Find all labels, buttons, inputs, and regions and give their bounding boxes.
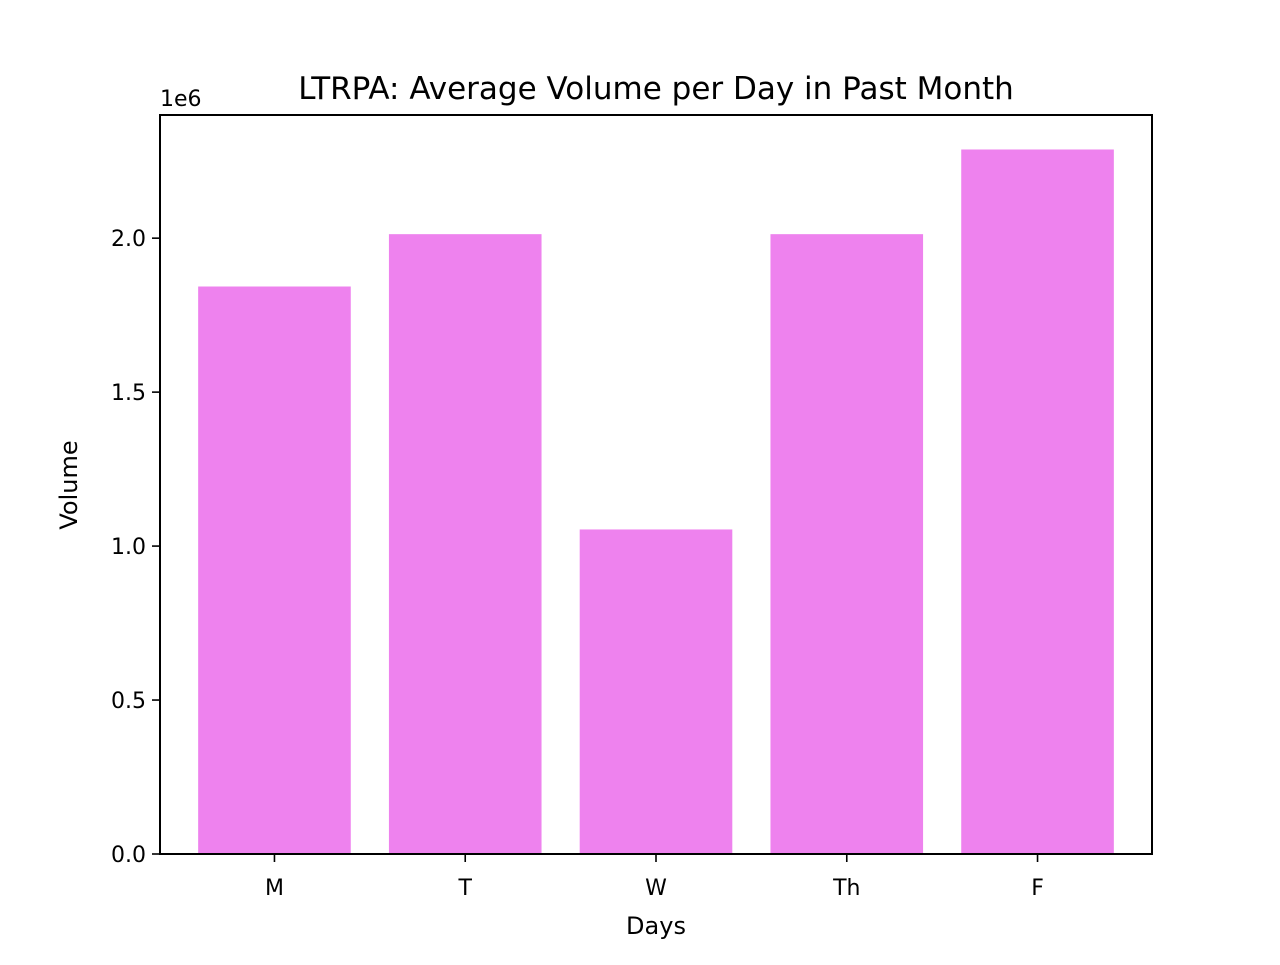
y-tick-label: 2.0 — [111, 227, 146, 252]
x-axis-ticks: M T W Th F — [265, 854, 1044, 901]
x-tick-label: Th — [832, 876, 860, 901]
bars-group — [198, 149, 1114, 854]
bar-w — [579, 529, 733, 854]
bar-t — [388, 234, 542, 854]
y-tick-label: 0.0 — [111, 843, 146, 868]
bar-th — [770, 234, 924, 854]
x-tick-label: W — [645, 876, 667, 901]
chart-title: LTRPA: Average Volume per Day in Past Mo… — [298, 71, 1014, 107]
y-axis-label: Volume — [55, 440, 83, 529]
y-tick-label: 0.5 — [111, 689, 146, 714]
x-axis-label: Days — [626, 912, 686, 940]
y-tick-label: 1.5 — [111, 381, 146, 406]
x-tick-label: T — [458, 876, 473, 901]
x-tick-label: M — [265, 876, 284, 901]
y-axis-ticks: 0.0 0.5 1.0 1.5 2.0 — [111, 227, 160, 868]
bar-f — [961, 149, 1114, 854]
y-axis-offset-label: 1e6 — [160, 87, 202, 112]
x-tick-label: F — [1031, 876, 1044, 901]
plot-frame — [159, 114, 1153, 855]
y-tick-label: 1.0 — [111, 535, 146, 560]
bar-m — [198, 286, 351, 854]
